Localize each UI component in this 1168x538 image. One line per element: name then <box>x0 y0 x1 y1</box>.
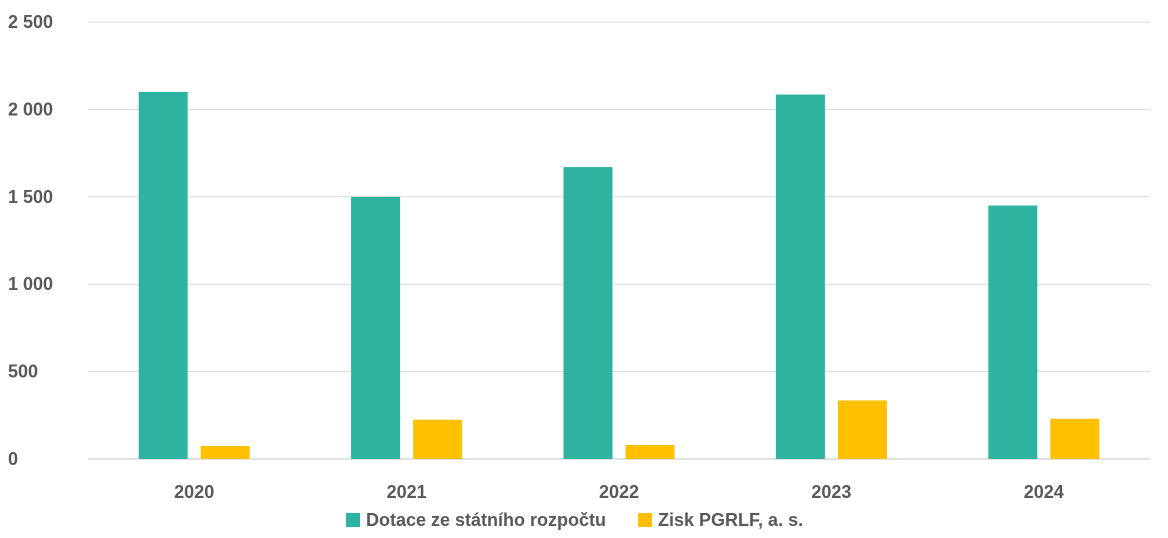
x-axis-tick-labels: 2020 2021 2022 2023 2024 <box>174 482 1064 502</box>
bar-dotace-2020 <box>138 91 188 460</box>
x-tick-label: 2024 <box>1024 482 1064 502</box>
legend-label: Dotace ze státního rozpočtu <box>366 510 606 530</box>
legend: Dotace ze státního rozpočtu Zisk PGRLF, a… <box>346 510 803 530</box>
legend-label: Zisk PGRLF, a. s. <box>658 510 803 530</box>
y-tick-label: 2 500 <box>8 12 53 32</box>
y-tick-label: 2 000 <box>8 99 53 119</box>
bar-dotace-2021 <box>351 196 401 460</box>
bar-zisk-2023 <box>837 400 887 459</box>
bar-dotace-2022 <box>563 167 613 460</box>
bar-dotace-2024 <box>988 205 1038 459</box>
y-tick-label: 500 <box>8 362 38 382</box>
bar-zisk-2021 <box>413 419 463 459</box>
bar-zisk-2020 <box>200 445 250 459</box>
legend-swatch <box>346 513 360 527</box>
x-tick-label: 2023 <box>811 482 851 502</box>
y-tick-label: 0 <box>8 449 18 469</box>
y-tick-label: 1 500 <box>8 187 53 207</box>
gridlines <box>88 21 1150 460</box>
y-axis-tick-labels: 0 500 1 000 1 500 2 000 2 500 <box>8 12 53 469</box>
bars <box>138 91 1100 460</box>
x-tick-label: 2020 <box>174 482 214 502</box>
y-tick-label: 1 000 <box>8 274 53 294</box>
x-tick-label: 2022 <box>599 482 639 502</box>
bar-zisk-2022 <box>625 445 675 459</box>
x-tick-label: 2021 <box>387 482 427 502</box>
bar-zisk-2024 <box>1050 418 1100 459</box>
legend-swatch <box>638 513 653 527</box>
bar-dotace-2023 <box>775 94 825 460</box>
